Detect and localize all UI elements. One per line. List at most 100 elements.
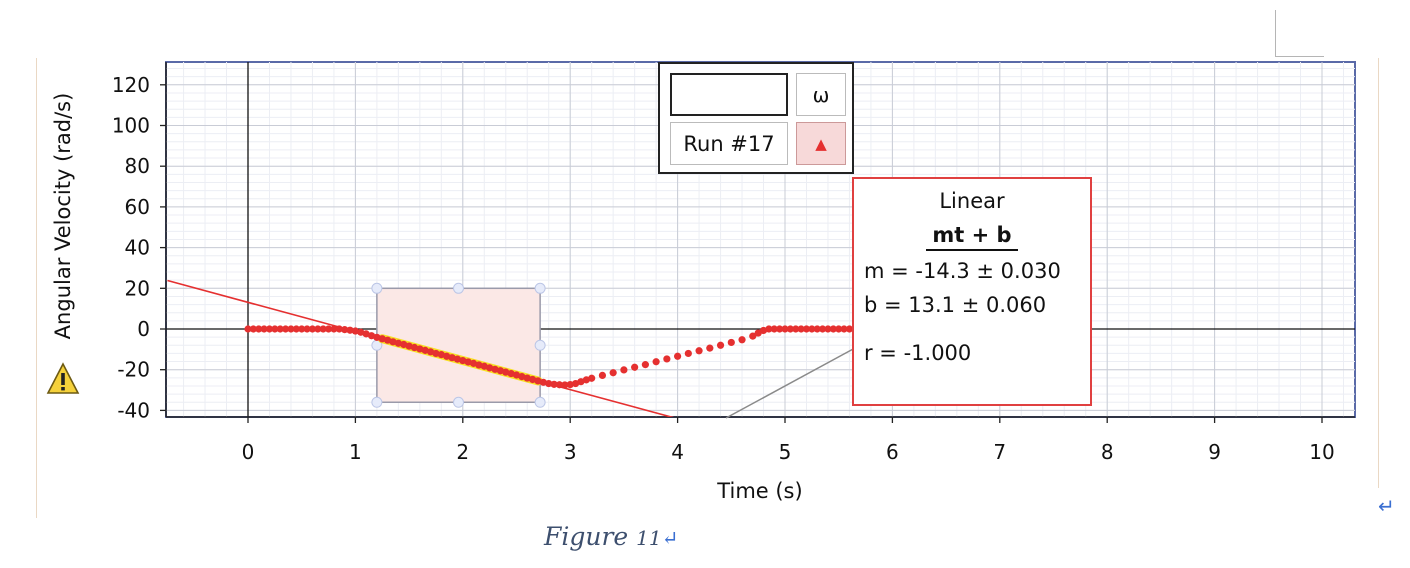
legend-name-field[interactable] bbox=[670, 73, 788, 116]
data-point bbox=[432, 349, 440, 358]
y-tick-label: -20 bbox=[117, 358, 150, 382]
data-point bbox=[249, 325, 257, 333]
data-point bbox=[749, 332, 757, 340]
figure-caption: Figure 11↵ bbox=[544, 522, 678, 551]
fit-box-connector bbox=[725, 347, 856, 419]
data-point bbox=[265, 325, 274, 333]
fit-slope: m = -14.3 ± 0.030 bbox=[864, 259, 1061, 283]
data-point bbox=[845, 325, 854, 333]
data-point bbox=[330, 325, 338, 333]
x-tick-label: 8 bbox=[1101, 440, 1114, 464]
data-point bbox=[781, 325, 789, 333]
data-point bbox=[620, 366, 628, 374]
x-tick-label: 6 bbox=[886, 440, 899, 464]
y-tick-label: 0 bbox=[137, 317, 150, 341]
y-tick-label: 100 bbox=[112, 114, 150, 138]
data-point bbox=[792, 325, 800, 333]
tick-labels: 0 1 2 3 4 5 6 7 8 9 10 120 100 80 60 40 20 0 -20 -40 bbox=[112, 73, 1335, 464]
data-point bbox=[684, 349, 692, 358]
selection-handle bbox=[534, 282, 546, 294]
curve-fit-box[interactable]: Linear mt + b m = -14.3 ± 0.030 b = 13.1… bbox=[852, 177, 1092, 406]
data-point bbox=[802, 325, 811, 333]
data-point bbox=[829, 325, 837, 333]
data-point bbox=[324, 325, 333, 333]
data-point bbox=[663, 355, 671, 363]
y-tick-label: 120 bbox=[112, 73, 150, 97]
data-point bbox=[319, 325, 327, 333]
data-point bbox=[561, 381, 569, 389]
data-point bbox=[674, 352, 682, 360]
document-corner-mark bbox=[1275, 10, 1324, 57]
fit-intercept: b = 13.1 ± 0.060 bbox=[864, 293, 1047, 317]
caption-text: Figure bbox=[544, 522, 637, 551]
y-tick-label: 20 bbox=[125, 276, 150, 300]
data-point bbox=[754, 329, 762, 337]
data-point bbox=[271, 325, 279, 333]
data-point bbox=[475, 361, 483, 369]
warning-icon[interactable] bbox=[46, 362, 80, 396]
legend[interactable]: ω Run #17 ▲ bbox=[658, 62, 854, 174]
data-point bbox=[727, 338, 735, 347]
data-point bbox=[255, 325, 263, 333]
data-point bbox=[244, 325, 252, 333]
data-point bbox=[351, 327, 359, 335]
x-tick-label: 10 bbox=[1309, 440, 1334, 464]
paragraph-mark: ↵ bbox=[1378, 494, 1395, 518]
data-point bbox=[824, 325, 832, 333]
data-point bbox=[588, 374, 596, 382]
data-point bbox=[652, 358, 660, 366]
data-point bbox=[287, 325, 295, 333]
data-point bbox=[341, 326, 349, 334]
page-margin-left bbox=[36, 58, 37, 518]
data-point bbox=[276, 325, 284, 333]
x-tick-label: 1 bbox=[349, 440, 362, 464]
y-tick-label: 60 bbox=[125, 195, 150, 219]
data-point bbox=[308, 325, 317, 333]
x-tick-label: 4 bbox=[671, 440, 684, 464]
fit-correlation: r = -1.000 bbox=[864, 341, 972, 365]
data-point bbox=[808, 325, 816, 333]
data-point bbox=[641, 361, 649, 369]
caption-paragraph-mark: ↵ bbox=[661, 526, 679, 550]
data-point bbox=[706, 344, 714, 352]
data-point bbox=[394, 339, 402, 347]
selection-handle bbox=[453, 396, 465, 408]
data-point bbox=[314, 325, 322, 333]
data-point bbox=[298, 325, 306, 333]
data-point bbox=[545, 379, 553, 388]
data-point bbox=[303, 325, 311, 333]
fit-equation-text: mt + b bbox=[926, 223, 1018, 251]
data-point bbox=[738, 336, 746, 344]
selection-handle bbox=[534, 396, 546, 408]
legend-run-label[interactable]: Run #17 bbox=[670, 122, 788, 165]
data-point bbox=[260, 325, 268, 333]
data-point bbox=[813, 325, 821, 333]
data-point bbox=[716, 341, 725, 349]
x-tick-label: 0 bbox=[242, 440, 255, 464]
data-point bbox=[609, 369, 617, 377]
data-point bbox=[335, 325, 343, 333]
data-point bbox=[695, 347, 703, 355]
data-point bbox=[786, 325, 794, 333]
y-tick-label: 40 bbox=[125, 236, 150, 260]
data-point bbox=[776, 325, 784, 333]
data-point bbox=[539, 378, 547, 386]
data-point bbox=[631, 363, 639, 371]
data-point bbox=[765, 325, 773, 333]
data-point bbox=[835, 325, 843, 333]
data-point bbox=[346, 326, 354, 334]
data-point bbox=[770, 325, 778, 333]
caption-number: 11 bbox=[636, 526, 662, 550]
fit-equation: mt + b bbox=[854, 223, 1090, 251]
selection-handle bbox=[371, 396, 383, 408]
x-tick-label: 7 bbox=[993, 440, 1006, 464]
fit-title: Linear bbox=[939, 189, 1005, 213]
page-margin-right bbox=[1378, 58, 1379, 488]
legend-marker-icon: ▲ bbox=[796, 122, 846, 165]
selection-handle bbox=[453, 282, 465, 294]
selection-handle bbox=[534, 339, 546, 351]
data-point bbox=[598, 371, 607, 379]
x-tick-label: 9 bbox=[1208, 440, 1221, 464]
data-point bbox=[840, 325, 848, 333]
y-tick-label: 80 bbox=[125, 154, 150, 178]
